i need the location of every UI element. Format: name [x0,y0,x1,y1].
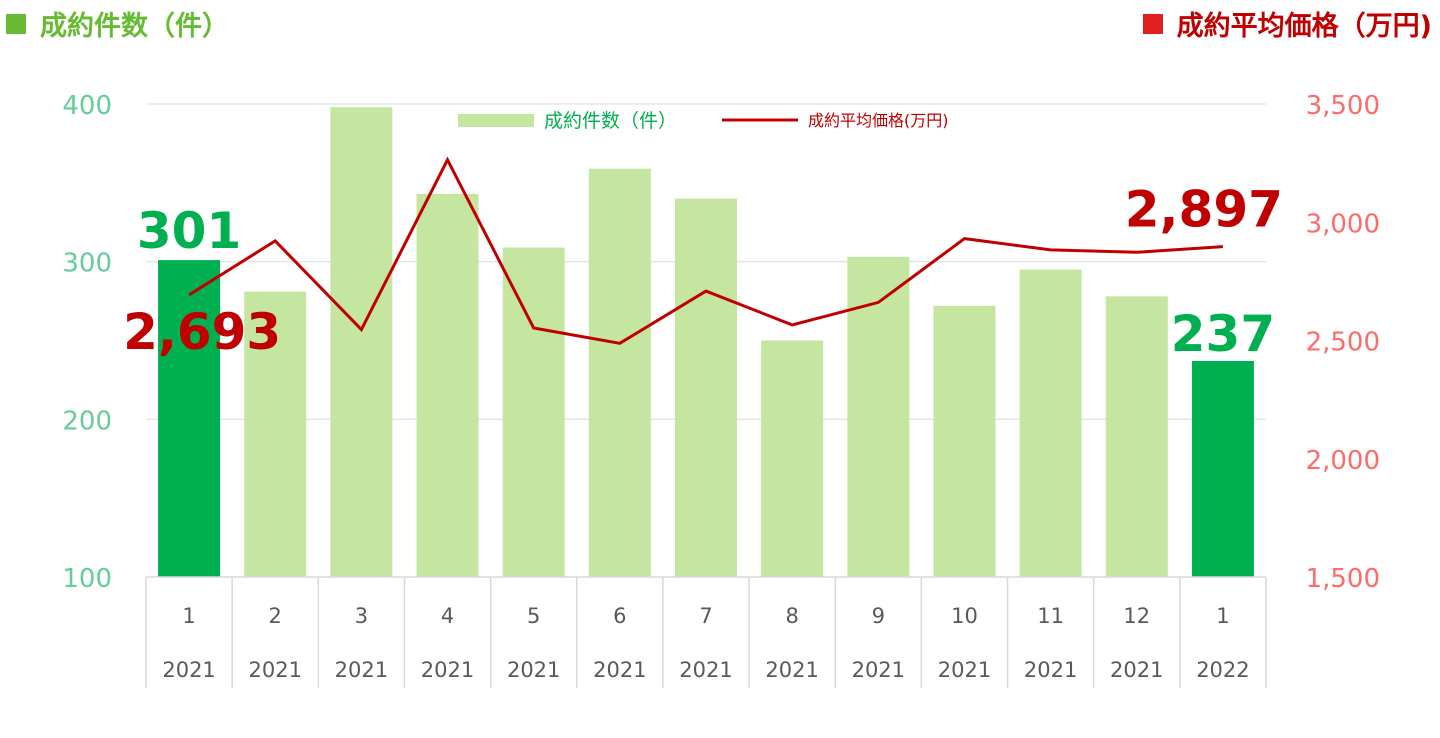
bar [416,193,479,577]
month-label: 9 [872,604,885,628]
bar [1019,269,1082,577]
bar [761,340,824,577]
year-label: 2021 [679,658,732,682]
year-label: 2021 [507,658,560,682]
year-label: 2021 [1110,658,1163,682]
year-label: 2021 [852,658,905,682]
month-label: 8 [785,604,798,628]
category-axis: 1 2021 2 2021 3 2021 4 2021 5 2021 6 2021 7 2021 8 2021… [145,576,1267,688]
right-axis-tick-label: 3,500 [1306,91,1380,121]
bar-data-label: 237 [1171,305,1275,363]
year-label: 2021 [938,658,991,682]
right-axis-tick-label: 2,000 [1306,446,1380,476]
year-label: 2021 [593,658,646,682]
line-series [188,156,1223,345]
bar-data-label: 301 [137,202,241,260]
bar [675,198,737,577]
bar-series [158,107,1254,578]
month-label: 3 [355,604,368,628]
bar [1191,360,1254,577]
month-label: 5 [527,604,540,628]
month-label: 4 [441,604,454,628]
line-data-label: 2,693 [123,303,281,361]
bar [847,256,910,577]
month-label: 6 [613,604,626,628]
bar [588,168,651,578]
month-label: 1 [1216,604,1229,628]
month-label: 12 [1123,604,1150,628]
year-label: 2021 [249,658,302,682]
year-label: 2021 [421,658,474,682]
green-square-icon [6,13,26,34]
month-label: 1 [182,604,195,628]
bar [502,247,565,577]
legend-line-label: 成約平均価格(万円) [808,111,949,130]
month-label: 10 [951,604,978,628]
right-axis-tick-label: 1,500 [1306,564,1380,594]
right-axis-tick-label: 2,500 [1306,328,1380,358]
left-axis-tick-label: 100 [62,564,112,594]
axes: 100 200 300 400 1,500 2,000 2,500 3,000 3,500 [62,91,1380,594]
bar [244,291,307,577]
line-data-label: 2,897 [1125,181,1283,239]
bar [158,260,221,577]
month-label: 11 [1037,604,1064,628]
month-label: 7 [699,604,712,628]
legend-bar-label: 成約件数（件） [544,110,677,132]
legend: 成約件数（件） 成約平均価格(万円) [458,110,949,132]
year-label: 2021 [1024,658,1077,682]
bar [330,107,393,578]
left-axis-tick-label: 400 [62,91,112,121]
year-label: 2021 [765,658,818,682]
left-axis-tick-label: 300 [62,249,112,279]
year-label: 2021 [162,658,215,682]
right-axis-title-text: 成約平均価格（万円) [1176,11,1432,42]
bar [1105,296,1168,577]
bar [933,305,996,577]
left-axis-title-text: 成約件数（件） [40,11,229,42]
year-label: 2021 [335,658,388,682]
price-line [188,156,1223,345]
month-label: 2 [269,604,282,628]
right-axis-tick-label: 3,000 [1306,209,1380,239]
left-axis-tick-label: 200 [62,406,112,436]
data-labels: 301 237 2,693 2,897 [123,181,1283,363]
right-axis-title: 成約平均価格（万円) [1142,4,1432,43]
red-square-icon [1142,13,1163,34]
legend-bar-swatch [458,114,534,127]
year-label: 2022 [1196,658,1249,682]
left-axis-title: 成約件数（件） [6,4,229,43]
